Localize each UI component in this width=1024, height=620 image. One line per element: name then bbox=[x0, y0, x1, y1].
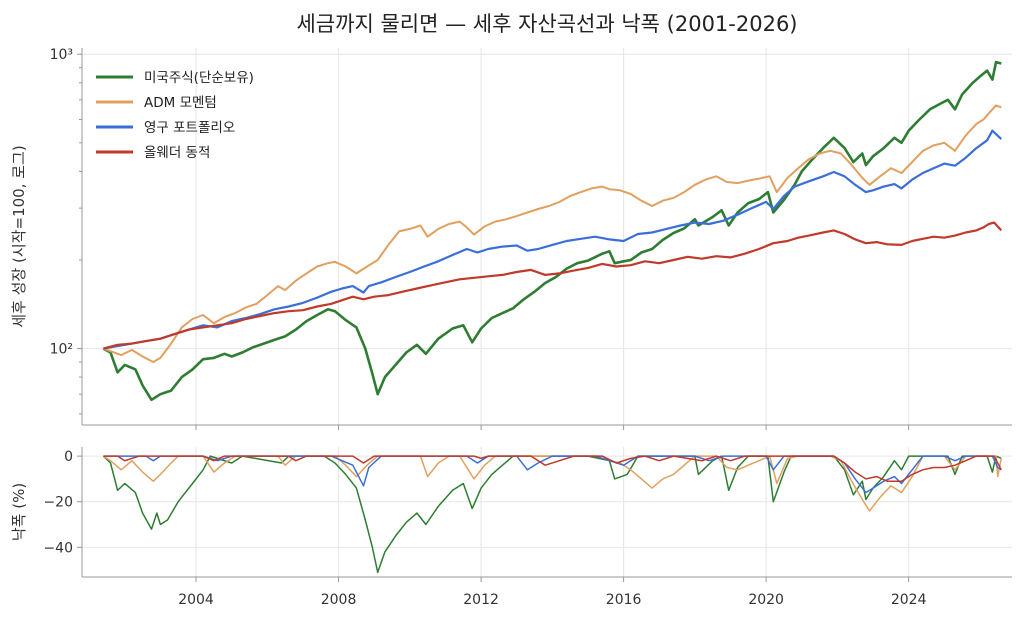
y-axis-label: 낙폭 (%) bbox=[10, 483, 28, 541]
y-tick-label: 0 bbox=[64, 449, 73, 465]
chart-title: 세금까지 물리면 — 세후 자산곡선과 낙폭 (2001-2026) bbox=[296, 12, 797, 36]
drawdown-line-series-2 bbox=[103, 455, 1002, 494]
y-tick-label: −20 bbox=[43, 495, 73, 511]
growth-line-series-3 bbox=[103, 221, 1003, 350]
x-tick-label: 2004 bbox=[178, 592, 214, 608]
growth-line-series-2 bbox=[103, 129, 1003, 350]
drawdown-line-series-3 bbox=[103, 455, 1002, 482]
x-tick-label: 2016 bbox=[606, 592, 642, 608]
y-tick-label: 10² bbox=[50, 342, 73, 358]
growth-line-series-0 bbox=[102, 60, 1002, 402]
legend-label-0: 미국주식(단순보유) bbox=[144, 70, 254, 86]
legend-label-1: ADM 모멘텀 bbox=[144, 95, 217, 111]
x-tick-label: 2020 bbox=[748, 592, 784, 608]
y-axis-label: 세후 성장 (시작=100, 로그) bbox=[10, 145, 28, 327]
legend-label-3: 올웨더 동적 bbox=[144, 145, 210, 161]
growth-line-series-1 bbox=[103, 104, 1002, 363]
legend-label-2: 영구 포트폴리오 bbox=[144, 120, 235, 136]
growth-panel: 10² 10³ 세후 성장 (시작=100, 로그) bbox=[10, 47, 1012, 430]
y-tick-label: −40 bbox=[43, 540, 73, 556]
drawdown-line-series-0 bbox=[102, 455, 1002, 574]
x-tick-label: 2024 bbox=[891, 592, 927, 608]
x-tick-label: 2012 bbox=[463, 592, 499, 608]
drawdown-line-series-1 bbox=[102, 455, 1003, 512]
x-tick-label: 2008 bbox=[321, 592, 357, 608]
drawdown-panel: 0 −20 −40 낙폭 (%) 2004 2008 2012 2016 2020 2024 bbox=[10, 447, 1012, 608]
y-tick-label: 10³ bbox=[50, 47, 73, 63]
